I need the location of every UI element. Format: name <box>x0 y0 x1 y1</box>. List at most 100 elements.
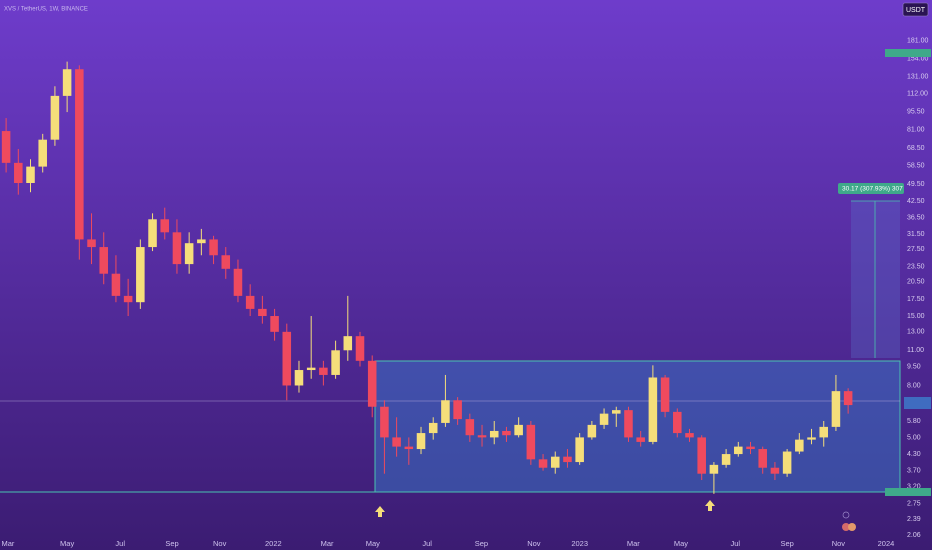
y-tick-label: 31.50 <box>907 231 925 238</box>
candle-body <box>319 367 328 375</box>
y-tick-label: 5.00 <box>907 434 921 441</box>
candle-body <box>343 336 353 351</box>
y-tick-label: 181.00 <box>907 38 929 45</box>
y-tick-label: 81.00 <box>907 127 925 134</box>
price-tag <box>885 488 931 496</box>
x-tick-label: Sep <box>780 539 793 548</box>
y-tick-label: 68.50 <box>907 145 925 152</box>
y-tick-label: 3.20 <box>907 484 921 491</box>
x-tick-label: 2023 <box>571 539 588 548</box>
candle-body <box>331 350 340 375</box>
candle-body <box>624 410 633 438</box>
candle-body <box>209 239 218 256</box>
candle-body <box>758 449 767 468</box>
y-tick-label: 27.50 <box>907 246 925 253</box>
y-tick-label: 112.00 <box>907 91 928 98</box>
y-tick-label: 131.00 <box>907 73 929 80</box>
x-tick-label: Jul <box>115 539 125 548</box>
candle-body <box>538 459 548 468</box>
y-tick-label: 13.00 <box>907 329 925 336</box>
candle-body <box>831 391 841 427</box>
candle-body <box>416 433 426 450</box>
x-tick-label: Sep <box>165 539 178 548</box>
candle-body <box>465 419 475 436</box>
candle-body <box>233 268 243 296</box>
y-tick-label: 3.70 <box>907 468 921 475</box>
y-tick-label: 4.30 <box>907 451 921 458</box>
candle-body <box>770 467 780 474</box>
candle-body <box>294 370 304 386</box>
x-tick-label: Sep <box>475 539 488 548</box>
x-tick-label: Nov <box>832 539 846 548</box>
x-tick-label: May <box>674 539 688 548</box>
x-tick-label: Mar <box>1 539 14 548</box>
candle-body <box>136 247 145 303</box>
candle-body <box>477 435 487 438</box>
candle-body <box>648 377 658 442</box>
y-tick-label: 154.00 <box>907 56 929 63</box>
candle-body <box>111 273 121 296</box>
candle-body <box>428 422 438 434</box>
candle-body <box>782 451 792 474</box>
candle-body <box>563 456 572 463</box>
x-tick-label: 2022 <box>265 539 282 548</box>
candle-body <box>453 400 462 420</box>
candle-body <box>441 400 450 423</box>
chart-title: XVS / TetherUS, 1W, BINANCE <box>4 7 88 13</box>
candle-body <box>612 410 621 414</box>
candle-body <box>99 247 108 274</box>
range-box <box>374 360 901 493</box>
y-tick-label: 42.50 <box>907 198 925 205</box>
arrow-up <box>705 500 715 511</box>
candle-body <box>502 430 511 436</box>
candle-body <box>50 95 60 140</box>
y-tick-label: 11.00 <box>907 347 924 354</box>
candle-body <box>599 413 609 425</box>
candle-body <box>807 437 816 440</box>
arrow-up <box>375 506 385 517</box>
x-tick-label: Jul <box>422 539 432 548</box>
candle-body <box>14 162 23 184</box>
position-label: 30.17 (307.93%) 307 <box>842 186 903 193</box>
y-tick-label: 2.06 <box>907 532 921 539</box>
candle-body <box>673 411 682 434</box>
y-tick-label: 36.50 <box>907 215 925 222</box>
candle-body <box>587 424 597 438</box>
y-tick-label: 49.50 <box>907 181 925 188</box>
candle-body <box>404 446 414 450</box>
candle-body <box>392 437 401 447</box>
candle-body <box>172 232 182 265</box>
y-tick-label: 9.50 <box>907 363 921 370</box>
y-tick-label: 2.75 <box>907 500 921 507</box>
currency: USDT <box>906 7 926 14</box>
candle-body <box>355 336 365 361</box>
candle-body <box>489 430 499 438</box>
candle-body <box>380 406 389 438</box>
target-box <box>851 201 900 358</box>
candle-body <box>62 69 72 96</box>
position-tag <box>838 183 904 194</box>
candle-body <box>514 424 523 436</box>
y-tick-label: 58.50 <box>907 162 925 169</box>
candle-body <box>1 131 11 163</box>
y-tick-label: 20.50 <box>907 278 925 285</box>
currency-button[interactable] <box>902 2 929 17</box>
candle-body <box>270 316 279 332</box>
y-tick-label: 5.80 <box>907 418 921 425</box>
y-tick-label: 15.00 <box>907 313 925 320</box>
candle-body <box>367 360 377 407</box>
x-tick-label: May <box>366 539 380 548</box>
candle-body <box>38 139 47 167</box>
candle-body <box>87 239 96 248</box>
plot: 30.17 (307.93%) 307 2.06 2.39 2.75 3.20 3.70 4… <box>0 38 929 548</box>
candle-body <box>184 243 194 265</box>
icon[interactable] <box>842 511 850 519</box>
candle-body <box>306 367 316 371</box>
candle-body <box>197 239 206 244</box>
icon[interactable] <box>842 523 850 531</box>
candle-body <box>709 464 719 474</box>
candle-body <box>843 391 853 406</box>
icon[interactable] <box>848 523 856 531</box>
x-tick-label: Mar <box>321 539 334 548</box>
